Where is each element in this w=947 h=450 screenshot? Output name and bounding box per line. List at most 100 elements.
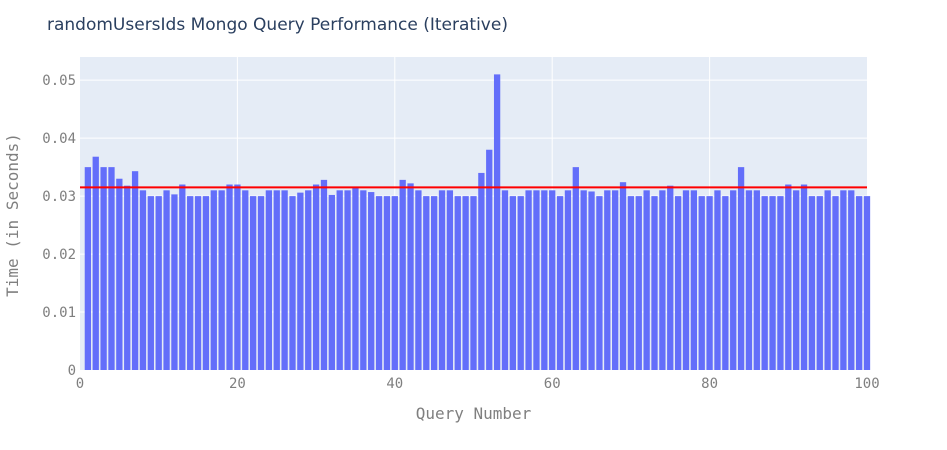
bar	[753, 190, 760, 370]
bar	[556, 196, 564, 370]
bar	[360, 190, 367, 370]
bar	[368, 192, 375, 370]
bar	[431, 196, 438, 370]
bar	[730, 190, 737, 370]
chart-title: randomUsersIds Mongo Query Performance (…	[47, 15, 508, 35]
bar	[619, 182, 627, 370]
bar	[651, 196, 658, 370]
bar	[108, 167, 115, 370]
bar	[690, 190, 698, 370]
bar	[344, 190, 351, 370]
bar	[352, 186, 359, 370]
bar	[627, 196, 635, 370]
bar	[714, 190, 721, 370]
y-tick-label: 0.05	[42, 73, 76, 89]
bar	[320, 179, 328, 370]
bar	[265, 190, 273, 370]
bar	[297, 192, 304, 370]
bar	[179, 184, 186, 370]
bar	[163, 190, 170, 370]
y-axis-ticks: 0 0.01 0.02 0.03 0.04 0.05	[42, 73, 76, 379]
bar	[840, 190, 847, 370]
bar	[234, 184, 241, 370]
bar	[116, 178, 123, 370]
bar	[242, 190, 249, 370]
bar	[273, 190, 280, 370]
bar	[682, 190, 690, 370]
x-tick-label: 60	[544, 376, 561, 392]
bar	[777, 196, 784, 370]
bar	[848, 190, 855, 370]
bar	[564, 190, 572, 370]
bar	[383, 196, 391, 370]
bar	[218, 190, 225, 370]
bar	[706, 196, 713, 370]
bar	[549, 190, 556, 370]
bar	[588, 191, 595, 370]
x-tick-label: 40	[386, 376, 403, 392]
bar	[305, 190, 312, 370]
bar	[863, 196, 871, 370]
bar	[800, 184, 808, 370]
x-tick-label: 0	[76, 376, 84, 392]
bar	[737, 167, 745, 370]
bar	[423, 196, 430, 370]
bar	[131, 171, 139, 370]
bar	[194, 196, 202, 370]
bar	[769, 196, 776, 370]
y-tick-label: 0.04	[42, 131, 76, 147]
bar	[525, 190, 532, 370]
bar	[399, 179, 406, 370]
bar	[84, 167, 92, 370]
bar	[226, 184, 233, 370]
bar	[407, 183, 414, 370]
bar	[257, 196, 265, 370]
bar	[446, 190, 454, 370]
bar	[855, 196, 863, 370]
bar	[92, 156, 99, 370]
bar	[289, 196, 296, 370]
bar	[501, 190, 509, 370]
bar	[478, 172, 485, 370]
bar	[147, 196, 154, 370]
y-tick-label: 0.03	[42, 189, 76, 205]
bar	[761, 196, 768, 370]
bar	[415, 190, 422, 370]
bar	[674, 196, 682, 370]
bar	[438, 190, 446, 370]
bar	[580, 190, 587, 370]
bar	[139, 190, 147, 370]
bar	[517, 196, 524, 370]
bar	[187, 196, 194, 370]
x-axis-ticks: 0 20 40 60 80 100	[76, 376, 880, 392]
bar	[824, 190, 831, 370]
y-tick-label: 0.01	[42, 305, 76, 321]
bar	[249, 196, 257, 370]
bar	[336, 190, 343, 370]
bars	[84, 74, 871, 370]
x-axis-title: Query Number	[416, 404, 532, 423]
bar	[816, 196, 823, 370]
x-tick-label: 80	[701, 376, 718, 392]
bar	[596, 196, 603, 370]
y-tick-label: 0	[68, 363, 76, 379]
y-axis-title: Time (in Seconds)	[3, 133, 22, 297]
bar	[210, 190, 217, 370]
bar	[533, 190, 540, 370]
bar	[572, 167, 579, 370]
bar	[832, 196, 839, 370]
bar	[643, 190, 650, 370]
bar	[808, 196, 816, 370]
bar	[722, 196, 729, 370]
bar	[493, 74, 501, 370]
bar	[454, 196, 461, 370]
bar	[509, 196, 516, 370]
bar	[612, 190, 619, 370]
bar	[698, 196, 705, 370]
bar	[793, 190, 800, 370]
bar	[100, 167, 107, 370]
bar	[312, 184, 320, 370]
bar	[635, 196, 642, 370]
bar	[328, 194, 335, 370]
bar	[462, 196, 469, 370]
